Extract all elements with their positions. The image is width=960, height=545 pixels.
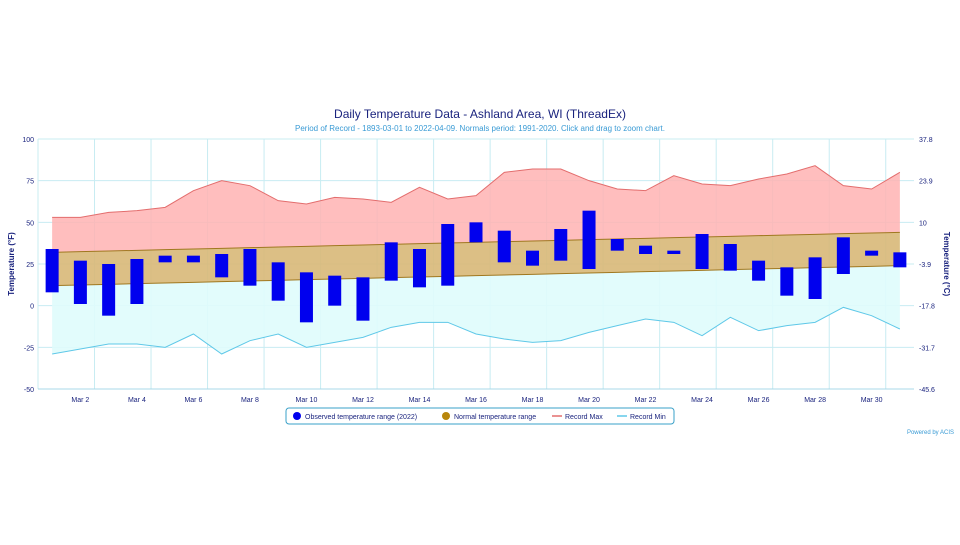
- legend-item-record-min[interactable]: Record Min: [630, 414, 666, 421]
- x-tick-label: Mar 8: [241, 397, 259, 404]
- observed-bar: [723, 244, 737, 271]
- observed-bar: [384, 242, 398, 281]
- y-tick-label: 25: [26, 262, 34, 269]
- legend-item-record-max[interactable]: Record Max: [565, 414, 603, 421]
- credit-text[interactable]: Powered by ACIS: [907, 430, 954, 436]
- record-max-area: [52, 165, 900, 253]
- observed-bar: [215, 254, 229, 278]
- x-tick-label: Mar 10: [296, 397, 318, 404]
- y-axis-label: Temperature (°F): [7, 232, 16, 296]
- x-tick-label: Mar 16: [465, 397, 487, 404]
- x-tick-label: Mar 12: [352, 397, 374, 404]
- x-tick-label: Mar 14: [409, 397, 431, 404]
- x-tick-label: Mar 6: [184, 397, 202, 404]
- observed-bar: [752, 260, 766, 281]
- observed-bar: [158, 255, 172, 263]
- observed-bar: [243, 249, 257, 286]
- y-tick-label: -50: [24, 387, 34, 394]
- observed-bar: [73, 260, 87, 304]
- observed-bar: [865, 250, 879, 256]
- observed-bar: [610, 239, 624, 251]
- legend-item-observed[interactable]: Observed temperature range (2022): [305, 414, 417, 421]
- y-tick-label: 50: [26, 220, 34, 227]
- x-tick-label: Mar 4: [128, 397, 146, 404]
- y2-tick-label: -3.9: [919, 262, 931, 269]
- observed-bar: [328, 275, 342, 306]
- observed-bar: [667, 250, 681, 254]
- legend-item-normal[interactable]: Normal temperature range: [454, 414, 536, 421]
- x-tick-label: Mar 2: [71, 397, 89, 404]
- observed-bar: [554, 229, 568, 261]
- legend-box[interactable]: [285, 407, 675, 425]
- observed-bar: [893, 252, 907, 268]
- x-tick-label: Mar 22: [635, 397, 657, 404]
- chart-subtitle: Period of Record - 1893-03-01 to 2022-04…: [295, 124, 665, 133]
- observed-bar: [441, 224, 455, 286]
- observed-bar: [356, 277, 370, 321]
- legend-item-observed-symbol: [293, 412, 301, 420]
- observed-bar: [582, 210, 596, 269]
- legend-item-normal-symbol: [442, 412, 450, 420]
- y-tick-label: -25: [24, 345, 34, 352]
- observed-bar: [271, 262, 285, 301]
- observed-bar: [526, 250, 540, 266]
- x-tick-label: Mar 20: [578, 397, 600, 404]
- observed-bar: [639, 245, 653, 254]
- record-min-line: [52, 306, 901, 355]
- x-tick-label: Mar 28: [804, 397, 826, 404]
- x-tick-label: Mar 18: [522, 397, 544, 404]
- y-tick-label: 0: [30, 304, 34, 311]
- observed-bar: [780, 267, 794, 296]
- y-tick-label: 75: [26, 179, 34, 186]
- y2-axis-label: Temperature (°C): [942, 232, 951, 297]
- x-tick-label: Mar 24: [691, 397, 713, 404]
- observed-bar: [45, 249, 59, 293]
- y2-tick-label: -31.7: [919, 345, 935, 352]
- observed-bar: [186, 255, 200, 263]
- y2-tick-label: -45.6: [919, 387, 935, 394]
- record-max-line: [52, 165, 901, 218]
- chart-title: Daily Temperature Data - Ashland Area, W…: [334, 107, 626, 121]
- observed-bar: [299, 272, 313, 323]
- normal-range-area: [52, 232, 900, 286]
- observed-bar: [412, 249, 426, 288]
- y2-tick-label: 37.8: [919, 137, 933, 144]
- observed-bar: [695, 234, 709, 269]
- observed-bar: [469, 222, 483, 243]
- y2-tick-label: -17.8: [919, 304, 935, 311]
- x-tick-label: Mar 30: [861, 397, 883, 404]
- record-min-area: [52, 265, 900, 354]
- observed-bar: [102, 264, 116, 316]
- observed-bar: [130, 259, 144, 304]
- y2-tick-label: 23.9: [919, 179, 933, 186]
- observed-bar: [836, 237, 850, 274]
- y-tick-label: 100: [22, 137, 34, 144]
- y2-tick-label: 10: [919, 220, 927, 227]
- x-tick-label: Mar 26: [748, 397, 770, 404]
- observed-bar: [497, 230, 511, 263]
- observed-bar: [808, 257, 822, 299]
